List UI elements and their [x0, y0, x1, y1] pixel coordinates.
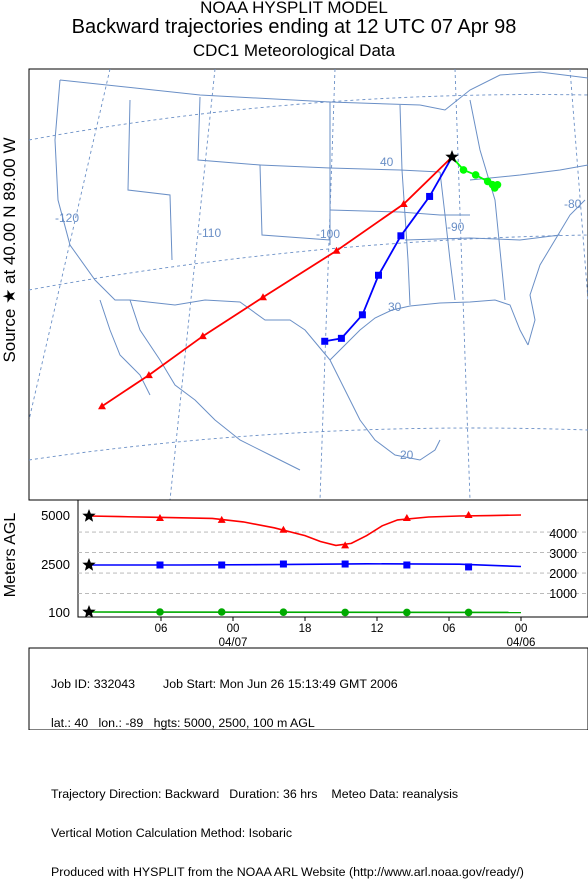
- source-at: at: [0, 270, 19, 284]
- height-marker-1-4: [342, 561, 349, 568]
- map-marker-1-1: [426, 193, 433, 200]
- grid-label-lon90: -90: [447, 220, 465, 234]
- map-marker-1-6: [321, 338, 328, 345]
- grid-label-lon80: -80: [564, 197, 582, 211]
- height-marker-1-2: [218, 562, 225, 569]
- map-marker-2-1: [460, 166, 468, 174]
- height-marker-1-5: [403, 562, 410, 569]
- produced-with: Produced with HYSPLIT from the NOAA ARL …: [51, 866, 524, 879]
- map-marker-1-3: [375, 272, 382, 279]
- map-marker-2-2: [472, 171, 480, 179]
- source-label: Source ★ at 40.00 N 89.00 W: [0, 137, 19, 362]
- trajectory-direction: Trajectory Direction: Backward: [51, 787, 219, 801]
- x-date-0: 04/07: [219, 637, 248, 649]
- job-id: Job ID: 332043: [51, 677, 135, 691]
- map-frame: [29, 69, 588, 500]
- x-date-1: 04/06: [507, 637, 536, 649]
- x-tick-3: 12: [371, 623, 384, 635]
- time-tick-marks: [161, 617, 521, 621]
- height-marker-1-1: [156, 562, 163, 569]
- height-marker-1-6: [465, 563, 472, 570]
- height-marker-1-3: [280, 561, 287, 568]
- height-marker-2-2: [218, 608, 226, 616]
- left-tick-2500: 2500: [41, 557, 70, 572]
- height-marker-2-4: [341, 609, 349, 617]
- source-prefix: Source: [0, 309, 19, 363]
- vertical-motion: Vertical Motion Calculation Method: Isob…: [51, 827, 524, 840]
- x-tick-4: 06: [443, 623, 456, 635]
- x-tick-2: 18: [299, 623, 312, 635]
- job-start: Job Start: Mon Jun 26 15:13:49 GMT 2006: [163, 677, 398, 691]
- right-tick-4000: 4000: [549, 527, 577, 541]
- map-marker-1-4: [359, 311, 366, 318]
- grid-label-lon110: -110: [198, 226, 221, 240]
- height-axis-label: Meters AGL: [2, 513, 19, 598]
- right-tick-2000: 2000: [549, 567, 577, 581]
- source-lat: 40.00 N: [0, 206, 19, 266]
- map-marker-1-2: [397, 232, 404, 239]
- left-tick-100: 100: [48, 605, 70, 620]
- x-tick-1: 00: [227, 623, 240, 635]
- x-tick-5: 00: [515, 623, 528, 635]
- left-tick-5000: 5000: [41, 508, 70, 523]
- height-marker-2-5: [403, 609, 411, 617]
- x-tick-0: 06: [155, 623, 168, 635]
- height-marker-2-3: [280, 608, 288, 616]
- height-marker-2-1: [156, 608, 164, 616]
- grid-label-lon120: -120: [55, 211, 79, 225]
- duration: Duration: 36 hrs: [229, 787, 317, 801]
- source-lon: 89.00 W: [0, 137, 19, 200]
- height-left-ticks: 5000 2500 100: [41, 508, 70, 620]
- map-marker-1-5: [338, 335, 345, 342]
- height-marker-2-6: [465, 609, 473, 617]
- meteo-data: Meteo Data: reanalysis: [331, 787, 458, 801]
- job-info: Job ID: 332043 Job Start: Mon Jun 26 15:1…: [51, 652, 524, 892]
- right-tick-1000: 1000: [549, 587, 577, 601]
- grid-label-lat40: 40: [380, 155, 394, 169]
- hysplit-figure: 40 -120 -110 -100 -90 -80 30 20 5000 250…: [0, 0, 588, 730]
- map-marker-2-6: [491, 184, 499, 192]
- right-tick-3000: 3000: [549, 547, 577, 561]
- grid-label-lat30: 30: [388, 300, 402, 314]
- grid-label-lat20: 20: [400, 448, 414, 462]
- grid-label-lon100: -100: [316, 227, 340, 241]
- time-axis: 06 00 18 12 06 00 04/07 04/06: [155, 623, 536, 649]
- job-params: lat.: 40 lon.: -89 hgts: 5000, 2500, 100…: [51, 717, 524, 730]
